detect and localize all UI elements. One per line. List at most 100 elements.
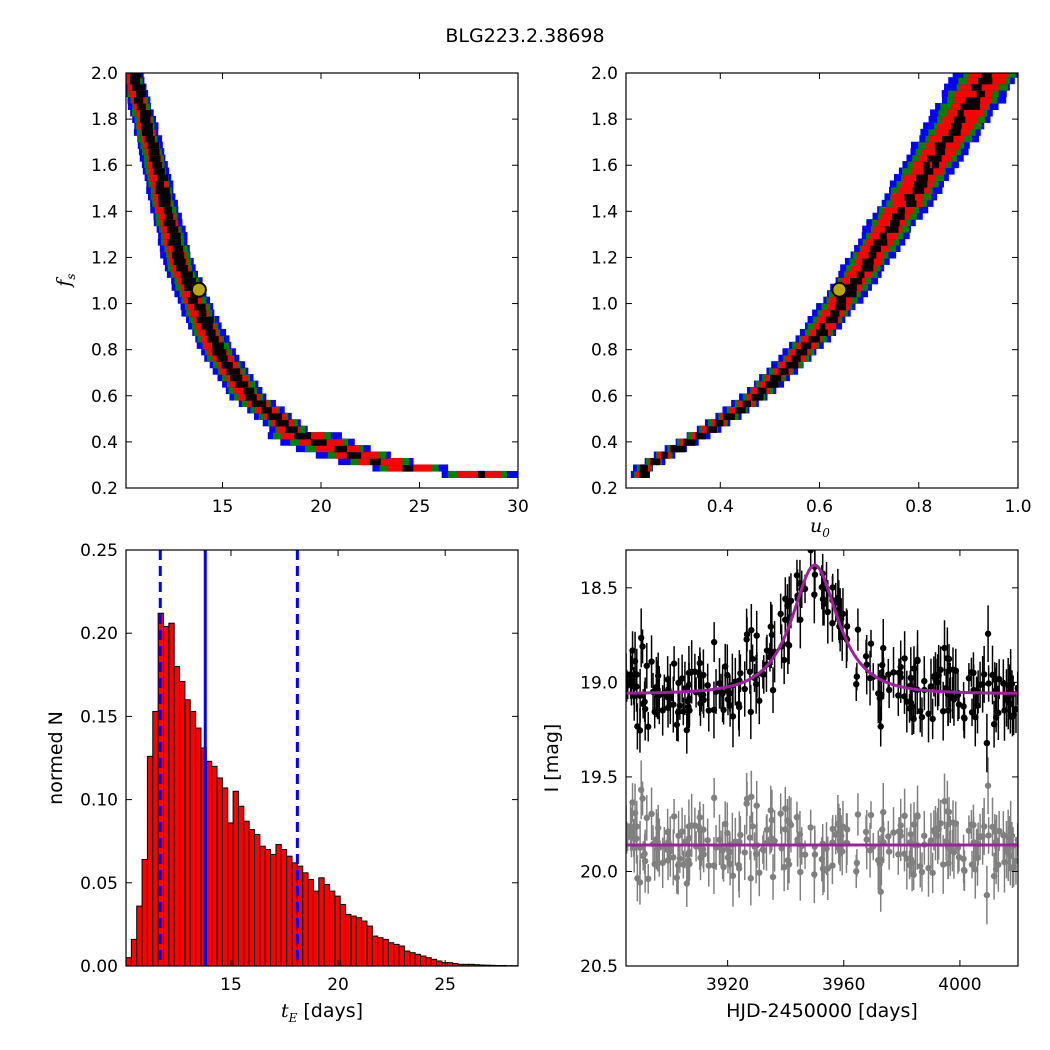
y-tick-label: 2.0 [591,64,618,84]
data-point [1007,674,1014,681]
histogram-bar [414,953,422,967]
residual-point [980,823,988,830]
data-point [667,695,674,702]
y-tick-label: 1.6 [91,156,118,176]
histogram-bar [436,960,443,967]
confidence-cell-core [318,438,327,446]
histogram-bar [345,913,352,967]
confidence-cell-core [206,328,216,336]
y-tick-label: 1.8 [91,110,118,130]
x-axis-label-sub: E [288,1011,298,1025]
residual-point [925,864,932,872]
residual-point [648,810,655,818]
confidence-cell-core [167,238,175,246]
confidence-cell-core [147,135,155,143]
confidence-cell-core [248,393,257,401]
histogram-bar [409,952,416,967]
data-point [1012,705,1018,713]
confidence-cell-core [130,77,138,85]
data-point [637,634,645,642]
confidence-cell-core [261,406,272,414]
histogram-bar [221,787,229,967]
data-point [645,723,652,730]
confidence-cell-core [184,283,193,291]
data-point [930,673,938,680]
x-tick-label: 30 [507,497,529,517]
confidence-cell-core [175,251,185,259]
confidence-cell-core [870,244,881,253]
residual-point [710,794,718,802]
confidence-cell-core [130,73,138,78]
x-tick-label: 0.6 [806,497,833,517]
confidence-cell-core [163,206,173,214]
residual-point [836,836,844,843]
confidence-cell-core [194,303,205,311]
histogram-bar [216,777,223,967]
confidence-cell-core [868,251,877,259]
confidence-cell-core [149,154,159,162]
histogram-bars [125,612,518,967]
residual-point [753,802,760,809]
histogram-bar [355,917,363,967]
residual-point [907,831,915,838]
confidence-cell-core [148,148,160,156]
data-point [880,644,887,652]
x-axis-label-main: t [281,1000,289,1022]
histogram-bar [195,727,202,967]
confidence-cell-core [915,180,928,188]
residual-point [880,808,887,816]
confidence-cell-core [773,374,782,382]
data-point [786,599,793,606]
residual-point [985,832,992,839]
confidence-cell-core [661,451,668,459]
data-point [651,708,658,716]
y-tick-label: 19.5 [580,768,618,788]
confidence-cell-core [228,367,241,375]
residual-point [797,868,804,876]
y-tick-label: 0.05 [80,874,118,894]
data-point [906,705,913,712]
residual-point [903,855,911,862]
confidence-cell-core [172,251,180,259]
confidence-cell-core [639,470,650,478]
residual-point [863,836,870,843]
histogram-bar [339,903,347,967]
residual-point [691,822,699,829]
data-point [674,709,682,716]
x-tick-label: 20 [327,975,349,995]
confidence-region [630,73,1018,478]
data-point [633,671,640,678]
y-axis-label: fs [53,273,78,288]
confidence-cell-core [838,296,847,304]
data-point [763,647,771,654]
data-point [819,595,827,603]
histogram-bar [168,622,175,967]
confidence-cell-core [373,458,381,466]
confidence-cell-core [267,412,278,420]
y-tick-label: 1.6 [591,156,618,176]
residual-point [914,812,921,819]
confidence-cell-core [934,141,945,149]
histogram-bar [377,937,384,967]
residual-point [942,838,950,845]
data-point [853,680,860,688]
data-point [866,674,874,682]
histogram-bar [136,905,143,967]
residual-point [906,861,913,869]
confidence-cell-core [934,148,945,156]
data-point [753,632,760,639]
residual-point [643,814,650,822]
confidence-cell-core [891,219,900,227]
residual-point [777,810,784,817]
residual-point [965,827,973,834]
confidence-cell-core [196,316,206,324]
confidence-cell-core [923,161,930,169]
residual-point [704,837,711,844]
confidence-cell-core [695,432,707,440]
residual-point [960,855,967,863]
residual-point [885,848,893,855]
confidence-cell-core [477,470,485,478]
confidence-cell-core [905,199,917,207]
data-point [673,721,681,728]
confidence-cell-core [639,464,648,472]
